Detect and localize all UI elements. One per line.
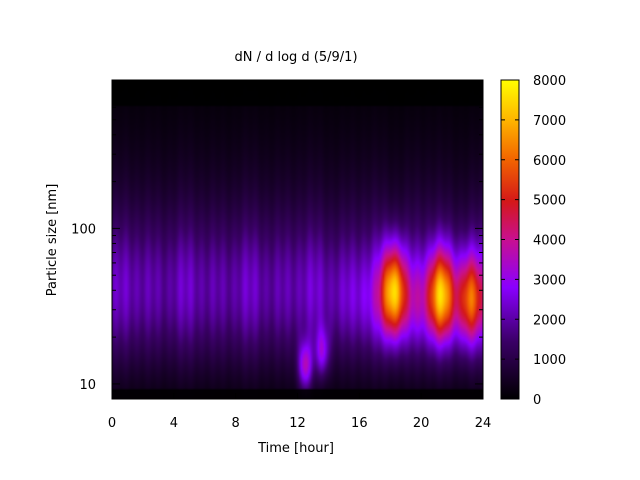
x-tick-label: 12 xyxy=(289,416,306,431)
colorbar-tick-label: 6000 xyxy=(533,154,566,169)
x-axis: 0 4 8 12 16 20 24 xyxy=(108,80,491,431)
colorbar-tick-label: 2000 xyxy=(533,313,566,328)
x-tick-label: 0 xyxy=(108,416,116,431)
y-axis: 10 100 xyxy=(71,79,483,400)
y-axis-label: Particle size [nm] xyxy=(45,184,60,297)
heatmap-image xyxy=(112,80,483,399)
colorbar-tick-label: 7000 xyxy=(533,114,566,129)
y-tick-label: 100 xyxy=(71,222,96,237)
x-tick-label: 8 xyxy=(232,416,240,431)
x-tick-label: 16 xyxy=(351,416,368,431)
chart-title: dN / d log d (5/9/1) xyxy=(234,50,357,65)
x-tick-label: 4 xyxy=(170,416,178,431)
colorbar-tick-label: 5000 xyxy=(533,194,566,209)
colorbar-tick-label: 8000 xyxy=(533,74,566,89)
x-tick-label: 24 xyxy=(475,416,492,431)
colorbar-axis: 0 1000 2000 3000 4000 5000 6000 7000 8000 xyxy=(501,74,566,408)
colorbar-tick-label: 4000 xyxy=(533,234,566,249)
colorbar-tick-label: 3000 xyxy=(533,273,566,288)
y-tick-label: 10 xyxy=(79,378,96,393)
x-tick-label: 20 xyxy=(413,416,430,431)
colorbar-tick-label: 1000 xyxy=(533,353,566,368)
x-axis-label: Time [hour] xyxy=(257,441,334,456)
colorbar-tick-label: 0 xyxy=(533,393,541,408)
